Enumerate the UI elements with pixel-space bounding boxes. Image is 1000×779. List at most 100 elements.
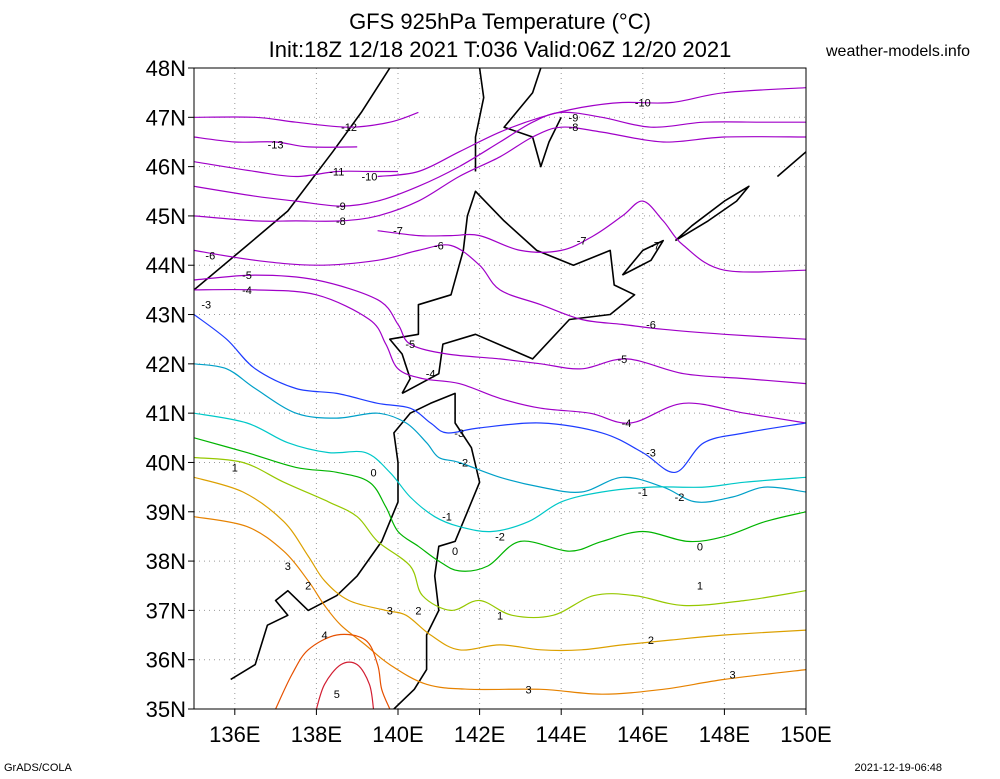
isotherm-label: -1 (638, 487, 648, 499)
lat-tick-label: 38N (146, 549, 186, 574)
isotherm-label: -12 (341, 122, 357, 134)
isotherm-label: 0 (452, 546, 458, 558)
lat-tick-label: 42N (146, 352, 186, 377)
isotherm-label: -7 (650, 241, 660, 253)
lon-tick-label: 150E (780, 722, 831, 747)
isotherm-label: -11 (329, 167, 344, 179)
lat-tick-label: 35N (146, 697, 186, 722)
chart-subtitle: Init:18Z 12/18 2021 T:036 Valid:06Z 12/2… (268, 37, 732, 62)
isotherm-label: 2 (305, 581, 311, 593)
isotherm (194, 363, 806, 503)
isotherm (194, 161, 398, 178)
isotherm (194, 274, 806, 385)
isotherm-label: 0 (697, 541, 703, 553)
lon-tick-label: 142E (454, 722, 505, 747)
isotherm (194, 516, 806, 695)
graticule (194, 68, 806, 709)
lon-tick-label: 146E (617, 722, 668, 747)
isotherm-label: 1 (497, 610, 503, 622)
isotherm-label: -6 (434, 241, 444, 253)
isotherm-label: 3 (285, 561, 291, 573)
isotherm-label: -2 (675, 492, 685, 504)
lat-tick-label: 40N (146, 450, 186, 475)
isotherm (377, 87, 806, 178)
isotherm (194, 476, 806, 652)
lat-tick-label: 37N (146, 598, 186, 623)
isotherm-label: 4 (321, 630, 327, 642)
isotherm (194, 126, 806, 222)
software-credit: GrADS/COLA (4, 762, 72, 774)
isotherm-label: -5 (405, 339, 415, 351)
lat-tick-label: 48N (146, 56, 186, 81)
isotherm-label: -4 (622, 418, 632, 430)
isotherm (275, 633, 391, 709)
isotherm-label: -3 (454, 428, 464, 440)
isotherm-label: -3 (201, 300, 211, 312)
isotherm-label: -7 (577, 236, 587, 248)
lon-tick-label: 144E (536, 722, 587, 747)
isotherm (315, 661, 375, 709)
isotherm-label: -2 (458, 457, 468, 469)
isotherm-label: 1 (232, 462, 238, 474)
coastline-kuril-2 (674, 185, 750, 242)
lat-tick-label: 45N (146, 204, 186, 229)
lat-tick-label: 44N (146, 253, 186, 278)
isotherm-label: 2 (415, 605, 421, 617)
isotherm-label: -1 (442, 512, 452, 524)
isotherm-label: -7 (393, 226, 403, 238)
isotherm (194, 136, 358, 148)
coastline-mainland (194, 68, 391, 291)
lon-tick-label: 148E (699, 722, 750, 747)
lon-tick-label: 138E (291, 722, 342, 747)
isotherm (194, 314, 806, 473)
isotherm-label: -10 (635, 98, 651, 110)
isotherm-label: 0 (370, 467, 376, 479)
isotherm-label: 3 (729, 669, 735, 681)
isotherm-label: 5 (334, 689, 340, 701)
generation-timestamp: 2021-12-19-06:48 (854, 762, 942, 774)
isotherm-label: -5 (618, 354, 628, 366)
site-watermark: weather-models.info (826, 43, 971, 60)
coastline-kuril-3 (776, 151, 806, 178)
coastline-hokkaido (389, 190, 636, 395)
map-frame (193, 67, 807, 710)
coastline-sakhalin-east (503, 68, 562, 168)
isotherm (194, 437, 806, 572)
isotherm-label: -9 (336, 201, 346, 213)
chart-title: GFS 925hPa Temperature (°C) (349, 9, 651, 34)
isotherm-label: -8 (569, 122, 579, 134)
lon-tick-label: 136E (209, 722, 260, 747)
isotherm (194, 111, 806, 207)
isotherm-label: 2 (648, 635, 654, 647)
isotherm-label: -8 (336, 216, 346, 228)
coastline-honshu (230, 392, 481, 709)
isotherm-label: -13 (268, 139, 284, 151)
lon-tick-label: 140E (372, 722, 423, 747)
isotherm-label: -5 (242, 270, 252, 282)
isotherm (377, 200, 806, 273)
isotherm-label: -2 (495, 531, 505, 543)
isotherm (194, 412, 806, 533)
lat-tick-label: 43N (146, 303, 186, 328)
isotherm-label: 1 (697, 581, 703, 593)
isotherm (194, 288, 806, 424)
lat-tick-label: 41N (146, 401, 186, 426)
isotherm (194, 456, 806, 619)
coastline-sakhalin (474, 68, 485, 172)
lat-tick-label: 39N (146, 500, 186, 525)
axes: 136E 138E 140E 142E 144E 146E 148E 150E 35N 36N 37… (146, 56, 832, 747)
isotherm (194, 244, 806, 340)
lat-tick-label: 36N (146, 648, 186, 673)
isotherm (194, 111, 419, 128)
isotherm-labels: -13-12-11 -10-10-9-9-8-8-7-7 -7-6-6-6-5-5-… (201, 98, 735, 702)
lat-tick-label: 47N (146, 105, 186, 130)
isotherm-label: 3 (387, 605, 393, 617)
isotherm-label: -6 (205, 250, 215, 262)
coastline-kuril-1 (621, 239, 664, 276)
lat-tick-label: 46N (146, 155, 186, 180)
isotherm-label: -6 (646, 319, 656, 331)
isotherm-label: -9 (569, 112, 579, 124)
isotherm-label: -10 (361, 171, 377, 183)
isotherm-label: -4 (242, 285, 252, 297)
